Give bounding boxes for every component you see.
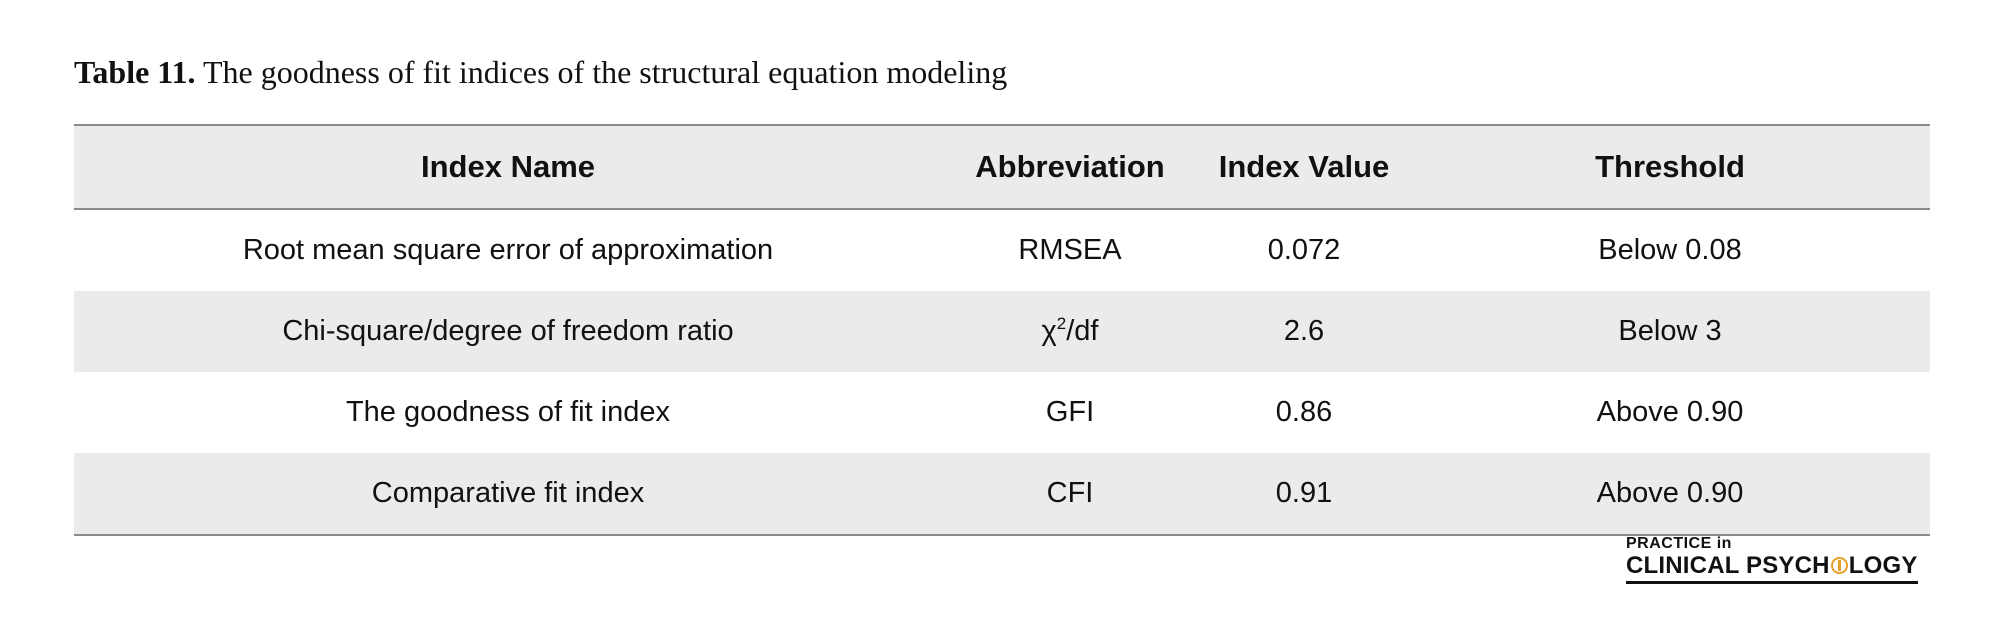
cell-index-name: The goodness of fit index (345, 396, 671, 428)
cell-abbreviation: GFI (1045, 396, 1095, 428)
cell-index-name: Chi-square/degree of freedom ratio (282, 315, 734, 347)
logo-line1: PRACTICE in (1626, 535, 1732, 552)
header-index-name: Index Name (420, 149, 595, 184)
cell-index-name: Comparative fit index (371, 477, 645, 509)
cell-threshold: Below 0.08 (1598, 234, 1742, 266)
logo-line2-a: CLINICAL PSYCH (1626, 552, 1830, 579)
cell-index-value: 0.86 (1275, 396, 1333, 428)
header-index-value: Index Value (1218, 149, 1390, 184)
table-row: Root mean square error of approximation … (74, 210, 1930, 291)
abbr-chi: χ (1041, 315, 1057, 347)
caption-label: Table 11. (74, 54, 196, 90)
caption-text: The goodness of fit indices of the struc… (202, 54, 1008, 90)
table-row: The goodness of fit index GFI 0.86 Above… (74, 372, 1930, 453)
cell-abbreviation: RMSEA (1018, 234, 1122, 266)
cell-index-value: 2.6 (1283, 315, 1325, 347)
cell-index-value: 0.072 (1267, 234, 1341, 266)
cell-threshold: Above 0.90 (1596, 396, 1744, 428)
cell-index-value: 0.91 (1275, 477, 1333, 509)
table-caption: Table 11. The goodness of fit indices of… (74, 48, 1007, 96)
abbr-rest: /df (1066, 315, 1099, 347)
journal-logo: PRACTICE in CLINICAL PSYCH LOGY (1626, 536, 1932, 584)
table-row: Comparative fit index CFI 0.91 Above 0.9… (74, 453, 1930, 534)
cell-index-name: Root mean square error of approximation (242, 234, 774, 266)
logo-line2: CLINICAL PSYCH LOGY (1626, 552, 1918, 584)
cell-abbreviation: CFI (1046, 477, 1094, 509)
fit-indices-table: Index Name Abbreviation Index Value Thre… (74, 124, 1930, 536)
table-header-row: Index Name Abbreviation Index Value Thre… (74, 126, 1930, 210)
logo-line2-b: LOGY (1848, 552, 1918, 579)
cell-threshold: Above 0.90 (1596, 477, 1744, 509)
brain-circle-icon (1830, 557, 1848, 574)
cell-threshold: Below 3 (1618, 315, 1722, 347)
abbr-superscript: 2 (1056, 314, 1067, 333)
header-abbreviation: Abbreviation (975, 149, 1165, 184)
table-row: Chi-square/degree of freedom ratio χ2/df… (74, 291, 1930, 372)
header-threshold: Threshold (1595, 149, 1745, 184)
cell-abbreviation: χ2/df (942, 315, 1198, 348)
